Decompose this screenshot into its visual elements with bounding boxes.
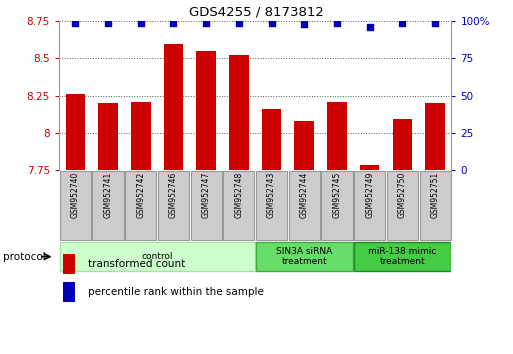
Text: protocol: protocol — [3, 252, 45, 262]
Point — [235, 20, 243, 25]
Bar — [63, 254, 75, 274]
Text: GSM952749: GSM952749 — [365, 172, 374, 218]
Bar — [425, 103, 445, 170]
Text: transformed count: transformed count — [88, 259, 185, 269]
Bar — [229, 56, 249, 170]
Text: GSM952748: GSM952748 — [234, 172, 243, 218]
Text: SIN3A siRNA
treatment: SIN3A siRNA treatment — [276, 247, 332, 266]
Point — [300, 21, 308, 27]
FancyBboxPatch shape — [256, 242, 352, 271]
Point — [169, 20, 177, 25]
FancyBboxPatch shape — [256, 171, 287, 240]
Bar — [196, 51, 216, 170]
Text: GSM952742: GSM952742 — [136, 172, 145, 218]
FancyBboxPatch shape — [158, 171, 189, 240]
Point — [398, 20, 406, 25]
Text: GSM952750: GSM952750 — [398, 172, 407, 218]
FancyBboxPatch shape — [354, 171, 385, 240]
Text: miR-138 mimic
treatment: miR-138 mimic treatment — [368, 247, 437, 266]
Bar — [360, 165, 380, 170]
Text: GSM952751: GSM952751 — [430, 172, 440, 218]
Text: GSM952746: GSM952746 — [169, 172, 178, 218]
FancyBboxPatch shape — [354, 242, 451, 271]
FancyBboxPatch shape — [322, 171, 352, 240]
Text: GSM952745: GSM952745 — [332, 172, 342, 218]
Point — [136, 20, 145, 25]
FancyBboxPatch shape — [387, 171, 418, 240]
Text: GDS4255 / 8173812: GDS4255 / 8173812 — [189, 5, 324, 18]
Bar — [98, 103, 118, 170]
Bar — [294, 121, 314, 170]
FancyBboxPatch shape — [420, 171, 450, 240]
Bar — [164, 44, 183, 170]
Text: GSM952747: GSM952747 — [202, 172, 211, 218]
Bar — [131, 102, 150, 170]
FancyBboxPatch shape — [289, 171, 320, 240]
Point — [71, 20, 80, 25]
Text: GSM952743: GSM952743 — [267, 172, 276, 218]
FancyBboxPatch shape — [125, 171, 156, 240]
Point — [104, 20, 112, 25]
Text: percentile rank within the sample: percentile rank within the sample — [88, 287, 264, 297]
Text: GSM952744: GSM952744 — [300, 172, 309, 218]
Point — [333, 20, 341, 25]
Text: control: control — [142, 252, 173, 261]
FancyBboxPatch shape — [60, 242, 254, 271]
FancyBboxPatch shape — [60, 171, 91, 240]
Point — [431, 20, 439, 25]
Bar — [66, 94, 85, 170]
FancyBboxPatch shape — [191, 171, 222, 240]
Point — [202, 20, 210, 25]
Bar — [327, 102, 347, 170]
Point — [267, 20, 275, 25]
Text: GSM952740: GSM952740 — [71, 172, 80, 218]
Point — [366, 24, 374, 30]
Bar — [63, 282, 75, 302]
FancyBboxPatch shape — [223, 171, 254, 240]
Bar — [262, 109, 281, 170]
FancyBboxPatch shape — [92, 171, 124, 240]
Bar — [392, 119, 412, 170]
Text: GSM952741: GSM952741 — [104, 172, 112, 218]
